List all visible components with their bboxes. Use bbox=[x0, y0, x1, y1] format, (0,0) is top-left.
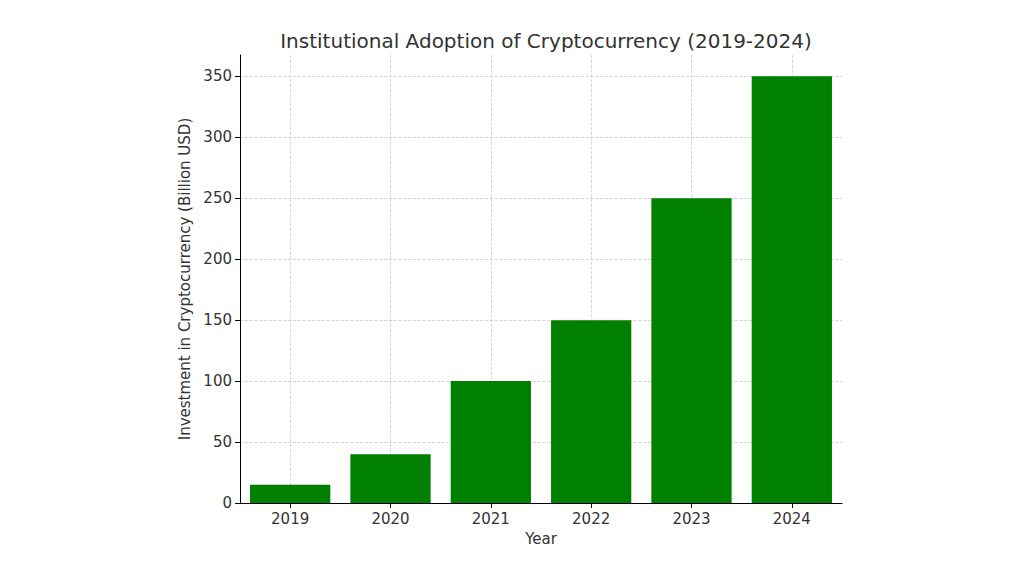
svg-text:200: 200 bbox=[203, 250, 232, 268]
svg-text:0: 0 bbox=[222, 494, 232, 512]
svg-text:300: 300 bbox=[203, 128, 232, 146]
svg-text:2020: 2020 bbox=[371, 510, 409, 528]
svg-text:350: 350 bbox=[203, 67, 232, 85]
svg-text:Year: Year bbox=[524, 530, 558, 548]
svg-text:Institutional Adoption of Cryp: Institutional Adoption of Cryptocurrency… bbox=[280, 29, 812, 53]
svg-text:100: 100 bbox=[203, 372, 232, 390]
svg-text:50: 50 bbox=[213, 433, 232, 451]
svg-text:2019: 2019 bbox=[271, 510, 309, 528]
svg-text:250: 250 bbox=[203, 189, 232, 207]
svg-text:2023: 2023 bbox=[672, 510, 710, 528]
svg-text:2022: 2022 bbox=[572, 510, 610, 528]
svg-text:Investment in Cryptocurrency (: Investment in Cryptocurrency (Billion US… bbox=[176, 118, 194, 441]
svg-text:2024: 2024 bbox=[773, 510, 811, 528]
svg-text:150: 150 bbox=[203, 311, 232, 329]
svg-text:2021: 2021 bbox=[472, 510, 510, 528]
